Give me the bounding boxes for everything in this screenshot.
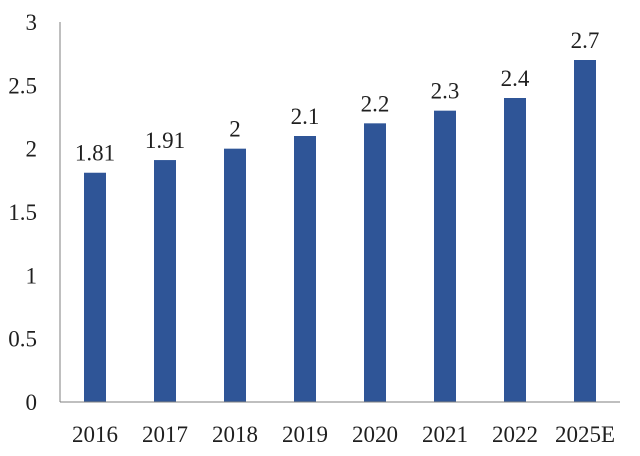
data-label: 2.3: [431, 79, 460, 104]
data-label: 2.7: [571, 28, 600, 53]
y-tick-label: 1.5: [8, 200, 37, 225]
bar: [224, 148, 246, 402]
data-label: 2.4: [501, 66, 530, 91]
bar: [504, 98, 526, 402]
y-tick-label: 0: [26, 390, 38, 415]
x-tick-label: 2021: [422, 422, 468, 447]
bar: [294, 136, 316, 402]
y-axis-tick-labels: 0 0.5 1 1.5 2 2.5 3: [8, 10, 37, 415]
x-tick-label: 2022: [492, 422, 538, 447]
y-tick-label: 0.5: [8, 327, 37, 352]
x-tick-label: 2020: [352, 422, 398, 447]
x-axis-tick-labels: 2016 2017 2018 2019 2020 2021 2022 2025E: [72, 422, 615, 447]
data-label: 2.1: [291, 104, 320, 129]
y-tick-label: 2: [26, 137, 38, 162]
y-tick-label: 3: [26, 10, 38, 35]
x-tick-label: 2017: [142, 422, 188, 447]
x-tick-label: 2016: [72, 422, 118, 447]
y-tick-label: 2.5: [8, 73, 37, 98]
y-tick-label: 1: [26, 263, 38, 288]
data-label: 1.81: [75, 141, 115, 166]
data-label: 2.2: [361, 91, 390, 116]
bar: [84, 172, 106, 402]
bar: [434, 110, 456, 403]
bar: [574, 60, 596, 402]
bar: [154, 160, 176, 402]
x-tick-label: 2019: [282, 422, 328, 447]
bar: [364, 123, 386, 402]
data-labels: 1.81 1.91 2 2.1 2.2 2.3 2.4 2.7: [75, 28, 600, 166]
bars: [84, 60, 596, 403]
x-tick-label: 2018: [212, 422, 258, 447]
data-label: 1.91: [145, 128, 185, 153]
x-tick-label: 2025E: [555, 422, 615, 447]
data-label: 2: [229, 117, 241, 142]
